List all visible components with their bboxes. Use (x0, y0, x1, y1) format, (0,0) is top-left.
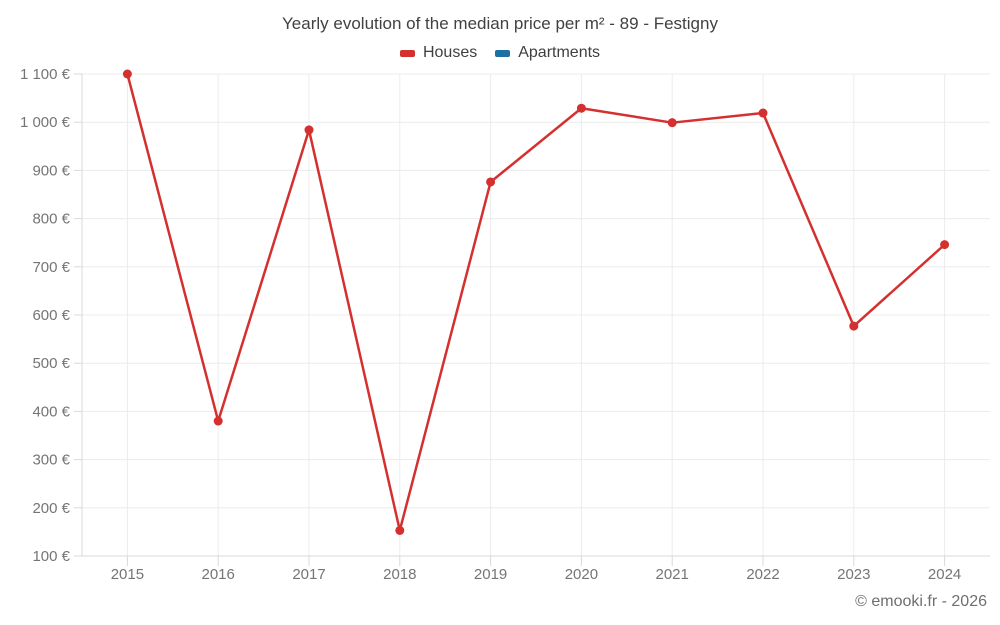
houses-legend-label: Houses (422, 44, 478, 61)
apartments-legend-label: Apartments (518, 44, 601, 61)
y-tick-label: 600 € (32, 307, 70, 324)
x-tick-label: 2018 (383, 566, 416, 583)
data-point-2015[interactable] (122, 69, 132, 79)
legend-item-apartments[interactable]: Apartments (495, 44, 600, 62)
data-point-2024[interactable] (940, 240, 950, 250)
x-tick-label: 2021 (656, 566, 689, 583)
y-tick-label: 300 € (32, 452, 70, 469)
x-tick-label: 2023 (837, 566, 870, 583)
y-tick-label: 800 € (32, 211, 70, 228)
data-point-2020[interactable] (576, 103, 586, 113)
apartments-legend-swatch-icon (495, 49, 511, 57)
y-tick-label: 700 € (32, 259, 70, 276)
copyright: © emooki.fr - 2026 (855, 593, 987, 610)
legend-item-houses[interactable]: Houses (399, 44, 478, 62)
data-point-2018[interactable] (395, 525, 405, 535)
y-tick-label: 900 € (32, 162, 70, 179)
houses-line (126, 73, 946, 532)
x-tick-label: 2022 (746, 566, 779, 583)
y-tick-label: 1 000 € (20, 114, 71, 131)
data-point-2019[interactable] (486, 177, 496, 187)
data-point-2016[interactable] (213, 416, 223, 426)
x-tick-label: 2020 (565, 566, 598, 583)
houses-legend-swatch-icon (399, 49, 415, 57)
y-tick-label: 100 € (32, 548, 70, 565)
x-tick-label: 2017 (292, 566, 325, 583)
y-tick-label: 1 100 € (20, 66, 71, 83)
x-tick-label: 2016 (202, 566, 235, 583)
y-tick-label: 200 € (32, 500, 70, 517)
data-point-2023[interactable] (849, 321, 859, 331)
x-tick-label: 2019 (474, 566, 507, 583)
x-tick-label: 2024 (928, 566, 961, 583)
legend: Houses Apartments (0, 44, 1000, 62)
chart-title: Yearly evolution of the median price per… (282, 14, 718, 33)
data-point-2022[interactable] (758, 108, 768, 118)
y-tick-label: 500 € (32, 355, 70, 372)
x-tick-label: 2015 (111, 566, 144, 583)
data-point-2017[interactable] (304, 125, 314, 135)
data-point-2021[interactable] (667, 118, 677, 128)
y-tick-label: 400 € (32, 403, 70, 420)
